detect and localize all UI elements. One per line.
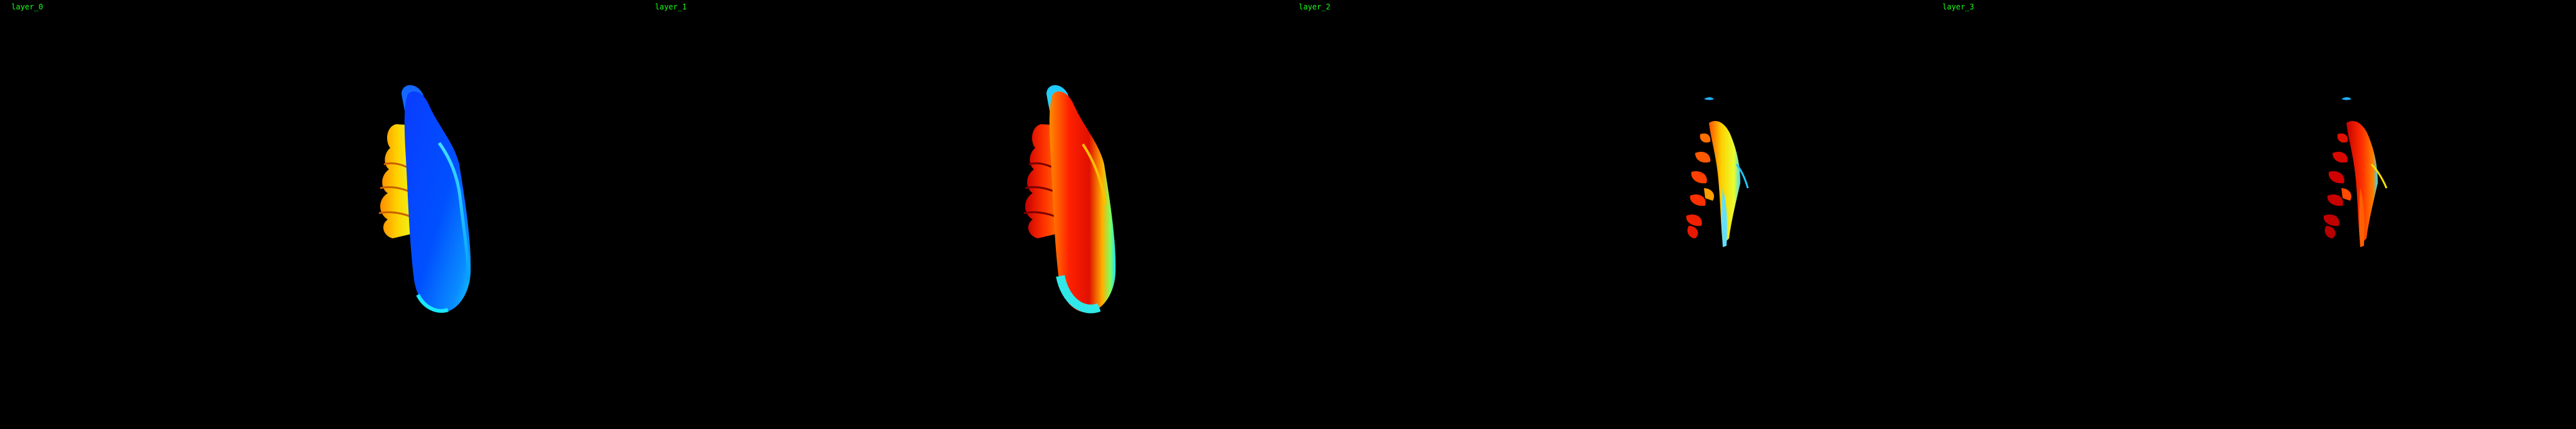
layer-label: layer_0 <box>11 3 43 11</box>
layer-panel-0: layer_0 <box>0 0 644 429</box>
layer-label: layer_2 <box>1299 3 1331 11</box>
layer-label: layer_1 <box>655 3 687 11</box>
layer-panel-2: layer_2 <box>1287 0 1931 429</box>
hand-render-layer-2 <box>1686 97 1749 247</box>
hand-render-layer-3 <box>2323 97 2388 247</box>
layer-label: layer_3 <box>1942 3 1974 11</box>
hand-render-layer-0 <box>378 85 471 313</box>
hand-render-layer-1 <box>1023 85 1116 314</box>
layer-panel-1: layer_1 <box>644 0 1287 429</box>
layer-panel-3: layer_3 <box>1931 0 2575 429</box>
